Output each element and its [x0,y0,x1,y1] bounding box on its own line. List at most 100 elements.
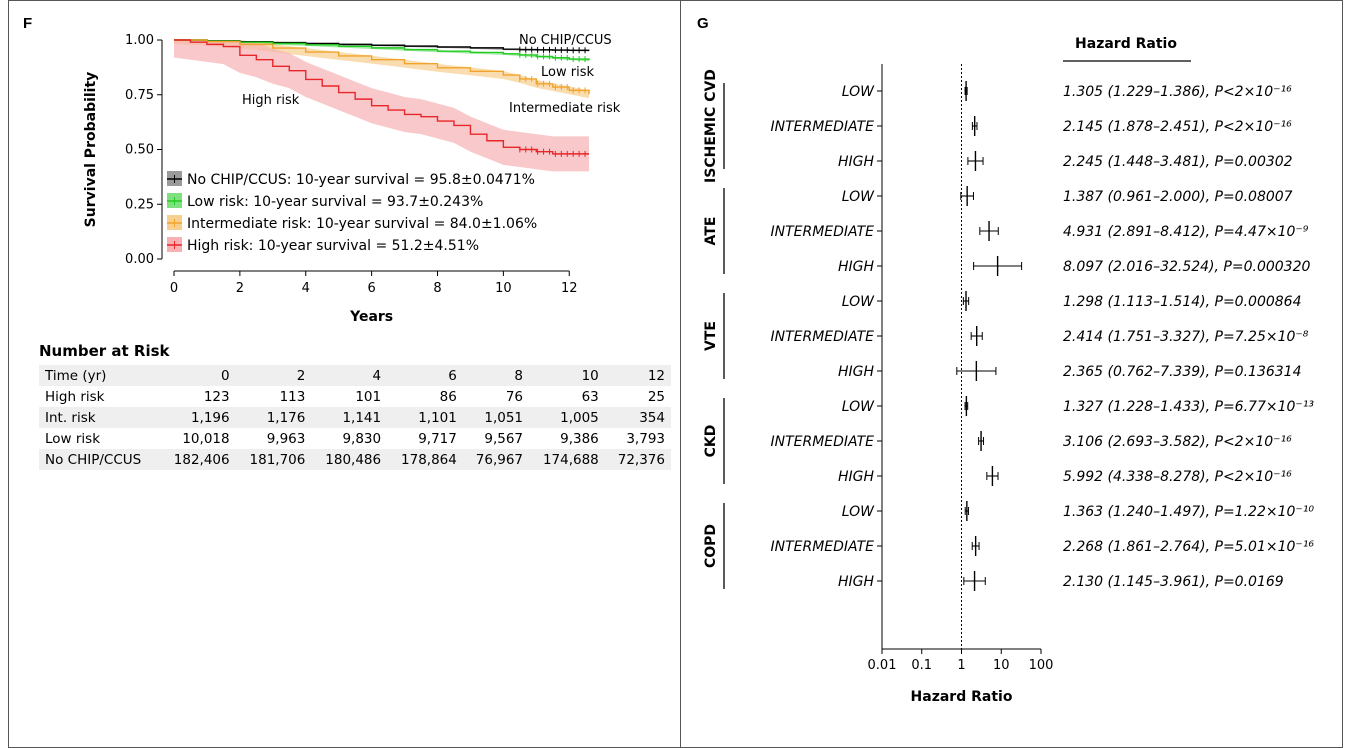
forest-row-value: 2.414 (1.751–3.327), P=7.25×10⁻⁸ [1063,329,1309,345]
forest-header: Hazard Ratio [1075,36,1177,52]
cell-value: 178,864 [387,449,463,470]
forest-x-tick-label: 10 [993,658,1010,673]
cell-value: 12 [604,365,671,386]
forest-row-value: 2.245 (1.448–3.481), P=0.00302 [1063,154,1293,170]
km-line-2 [174,39,590,95]
cell-value: 9,830 [311,428,388,449]
km-curve-label: Intermediate risk [509,101,621,116]
number-at-risk-table: Time (yr) 0 2 4 6 8 10 12 High risk 123 113 101 86 76… [39,365,671,470]
cell-value: 354 [604,407,671,428]
number-at-risk-title: Number at Risk [39,342,170,360]
cell-value: 72,376 [604,449,671,470]
row-label: Low risk [39,428,160,449]
forest-row-label: LOW [842,504,875,520]
cell-value: 8 [462,365,530,386]
forest-x-tick-label: 1 [957,658,965,673]
cell-value: 86 [387,386,463,407]
km-x-tick-label: 2 [236,281,244,296]
forest-row-value: 4.931 (2.891–8.412), P=4.47×10⁻⁹ [1063,224,1309,240]
km-x-tick-label: 0 [170,281,178,296]
km-y-axis-title: Survival Probability [83,72,99,228]
km-x-tick-label: 10 [495,281,512,296]
km-y-tick-label: 0.25 [125,197,154,212]
forest-group-label: ATE [703,217,719,246]
number-at-risk-row: No CHIP/CCUS 182,406 181,706 180,486 178,864… [39,449,671,470]
forest-x-axis-title: Hazard Ratio [911,689,1013,705]
cell-value: 6 [387,365,463,386]
forest-row-value: 1.298 (1.113–1.514), P=0.000864 [1063,294,1302,310]
km-curve-label: No CHIP/CCUS [519,33,612,48]
forest-group-label: COPD [703,524,719,568]
forest-row-label: HIGH [838,259,875,275]
cell-value: 1,196 [159,407,236,428]
km-line-1 [174,39,590,61]
cell-value: 10 [529,365,605,386]
forest-plot: Hazard Ratio 0.01 0.1 1 10 100 Hazard Ratio ISC… [703,36,1314,705]
forest-row-value: 2.268 (1.861–2.764), P=5.01×10⁻¹⁶ [1063,539,1314,555]
cell-value: 0 [159,365,236,386]
cell-value: 9,717 [387,428,463,449]
panel-f: F 0.00 0.25 0.50 0.75 1.00 0 2 4 6 8 10 12 Years Surv… [8,0,681,748]
forest-row-label: LOW [842,189,875,205]
km-chart: 0.00 0.25 0.50 0.75 1.00 0 2 4 6 8 10 12 Years Surviv… [83,33,621,325]
forest-row-value: 1.305 (1.229–1.386), P<2×10⁻¹⁶ [1063,84,1292,100]
forest-row-label: LOW [842,84,875,100]
panel-f-label: F [23,15,33,32]
cell-value: 9,963 [235,428,312,449]
forest-row-label: INTERMEDIATE [770,329,874,345]
forest-group-label: CKD [703,425,719,458]
forest-row-label: HIGH [838,469,875,485]
km-curve-label: High risk [242,93,300,108]
km-x-axis-title: Years [349,309,393,325]
forest-row-label: INTERMEDIATE [770,224,874,240]
cell-value: 76,967 [462,449,530,470]
row-label: Int. risk [39,407,160,428]
forest-row-value: 2.365 (0.762–7.339), P=0.136314 [1063,364,1302,380]
km-line-3 [174,39,589,155]
km-x-tick-label: 4 [302,281,310,296]
panel-g-label: G [697,15,709,32]
km-y-tick-label: 1.00 [125,33,154,48]
row-label: Time (yr) [39,365,160,386]
km-legend-label: No CHIP/CCUS: 10-year survival = 95.8±0.… [187,172,535,188]
km-x-tick-label: 12 [561,281,578,296]
cell-value: 9,386 [529,428,605,449]
km-y-tick-label: 0.75 [125,88,154,103]
number-at-risk-header: Time (yr) 0 2 4 6 8 10 12 [39,365,671,386]
forest-row-value: 1.363 (1.240–1.497), P=1.22×10⁻¹⁰ [1063,504,1314,520]
forest-x-tick-label: 100 [1029,658,1054,673]
km-y-tick-label: 0.00 [125,252,154,267]
cell-value: 2 [235,365,312,386]
forest-row-value: 2.130 (1.145–3.961), P=0.0169 [1063,574,1284,590]
cell-value: 1,005 [529,407,605,428]
cell-value: 113 [235,386,312,407]
cell-value: 181,706 [235,449,312,470]
panel-g: G Hazard Ratio 0.01 0.1 1 10 100 Hazard Ratio I… [680,0,1343,748]
number-at-risk-row: Int. risk 1,196 1,176 1,141 1,101 1,051 1,005 3… [39,407,671,428]
km-legend-label: High risk: 10-year survival = 51.2±4.51% [187,238,479,254]
forest-row-label: INTERMEDIATE [770,539,874,555]
forest-row-label: HIGH [838,154,875,170]
forest-row-label: HIGH [838,364,875,380]
forest-row-label: LOW [842,294,875,310]
forest-group-label: VTE [703,321,719,351]
km-legend-label: Low risk: 10-year survival = 93.7±0.243% [187,194,483,210]
forest-x-tick-label: 0.1 [911,658,932,673]
cell-value: 101 [311,386,388,407]
forest-row-value: 1.387 (0.961–2.000), P=0.08007 [1063,189,1293,205]
cell-value: 174,688 [529,449,605,470]
km-legend-label: Intermediate risk: 10-year survival = 84… [187,216,537,232]
cell-value: 1,141 [311,407,388,428]
number-at-risk-row: Low risk 10,018 9,963 9,830 9,717 9,567 9,386 3… [39,428,671,449]
number-at-risk-row: High risk 123 113 101 86 76 63 25 [39,386,671,407]
forest-row-value: 2.145 (1.878–2.451), P<2×10⁻¹⁶ [1063,119,1292,135]
cell-value: 1,101 [387,407,463,428]
cell-value: 76 [462,386,530,407]
cell-value: 4 [311,365,388,386]
forest-group-label: ISCHEMIC CVD [703,69,719,183]
forest-x-tick-label: 0.01 [868,658,897,673]
forest-row-value: 3.106 (2.693–3.582), P<2×10⁻¹⁶ [1063,434,1292,450]
cell-value: 1,051 [462,407,530,428]
forest-row-label: INTERMEDIATE [770,119,874,135]
cell-value: 9,567 [462,428,530,449]
